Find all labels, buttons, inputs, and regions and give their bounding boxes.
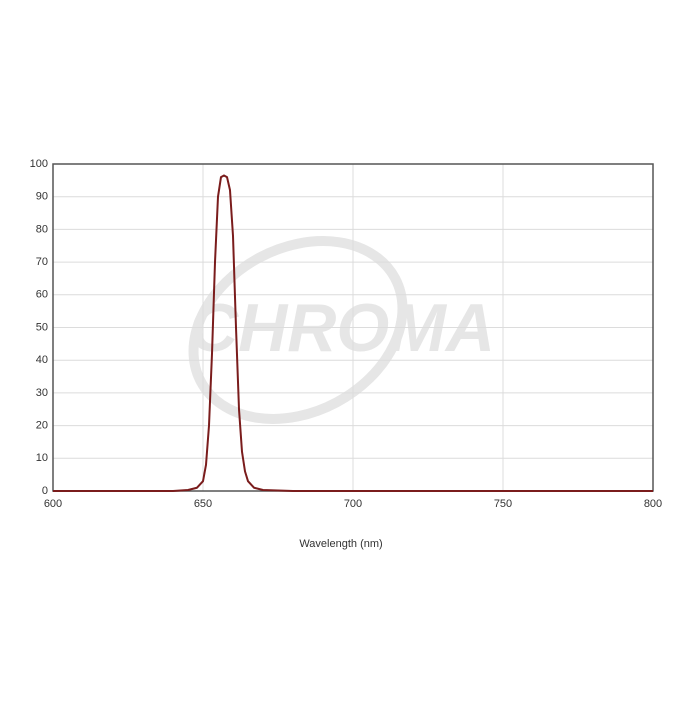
y-tick-label: 20 (36, 420, 48, 432)
y-tick-label: 30 (36, 387, 48, 399)
watermark-swoosh (188, 236, 408, 424)
y-tick-label: 40 (36, 354, 48, 366)
x-tick-label: 650 (194, 498, 212, 510)
y-tick-label: 10 (36, 452, 48, 464)
data-line (53, 174, 653, 492)
x-tick-label: 750 (494, 498, 512, 510)
x-tick-label: 700 (344, 498, 362, 510)
y-tick-label: 60 (36, 289, 48, 301)
x-tick-label: 800 (644, 498, 662, 510)
y-tick-label: 80 (36, 223, 48, 235)
y-tick-label: 50 (36, 321, 48, 333)
y-tick-label: 90 (36, 191, 48, 203)
y-tick-label: 100 (30, 158, 48, 170)
y-tick-label: 70 (36, 256, 48, 268)
x-axis-label: Wavelength (nm) (299, 538, 382, 550)
y-tick-label: 0 (42, 485, 48, 497)
x-tick-label: 600 (44, 498, 62, 510)
